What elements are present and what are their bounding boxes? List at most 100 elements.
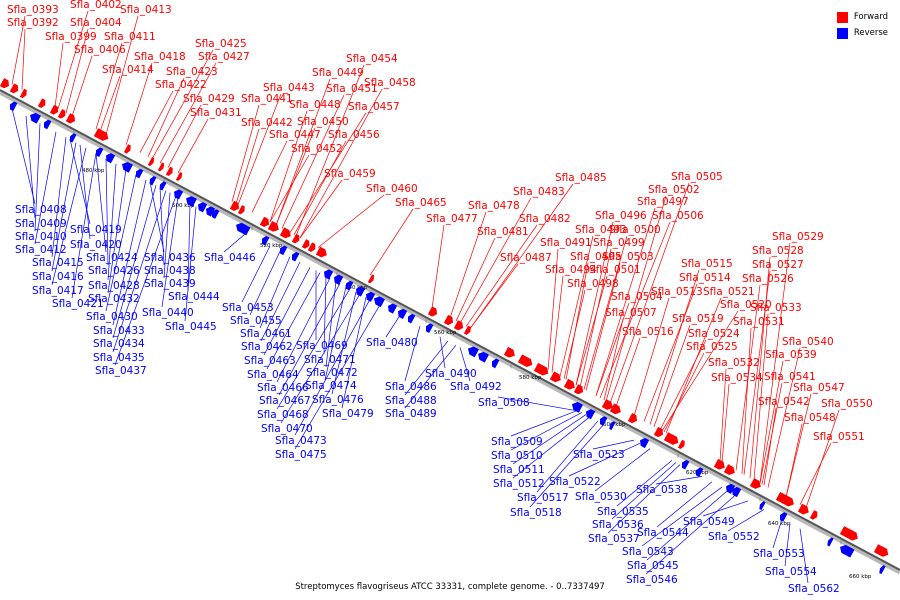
forward-gene-arrow: [533, 362, 549, 376]
forward-gene-arrow: [563, 378, 575, 390]
forward-gene-label: Sfla_0500: [609, 224, 661, 236]
reverse-connector: [512, 414, 587, 465]
reverse-connector: [263, 267, 311, 356]
reverse-gene-label: Sfla_0419: [70, 224, 122, 236]
forward-gene-arrow: [229, 200, 240, 211]
reverse-connector: [641, 486, 723, 547]
reverse-connector: [592, 439, 635, 450]
forward-gene-arrow: [677, 439, 685, 450]
forward-connector: [95, 42, 123, 130]
forward-gene-label: Sfla_0481: [477, 226, 529, 238]
forward-gene-label: Sfla_0529: [772, 231, 824, 243]
reverse-gene-label: Sfla_0536: [592, 519, 644, 531]
forward-gene-arrow: [279, 227, 291, 239]
forward-gene-label: Sfla_0531: [733, 316, 785, 328]
reverse-gene-arrow: [174, 189, 184, 200]
reverse-connector: [645, 494, 737, 575]
forward-connector: [299, 179, 343, 239]
reverse-gene-label: Sfla_0475: [275, 449, 327, 461]
forward-gene-label: Sfla_0442: [241, 117, 293, 129]
reverse-connector: [112, 179, 147, 326]
reverse-connector: [107, 163, 117, 281]
forward-connector: [465, 224, 538, 327]
reverse-gene-label: Sfla_0546: [626, 574, 678, 586]
reverse-gene-arrow: [149, 175, 157, 186]
reverse-gene-arrow: [356, 286, 366, 297]
forward-gene-label: Sfla_0460: [366, 183, 418, 195]
forward-gene-label: Sfla_0485: [555, 172, 607, 184]
reverse-connector: [105, 158, 109, 266]
forward-connector: [719, 368, 727, 463]
reverse-gene-label: Sfla_0554: [765, 566, 817, 578]
reverse-gene-label: Sfla_0468: [257, 409, 309, 421]
reverse-gene-label: Sfla_0421: [52, 298, 104, 310]
forward-gene-label: Sfla_0532: [708, 357, 760, 369]
reverse-connector: [249, 251, 281, 316]
gene-features: [0, 78, 889, 575]
forward-gene-label: Sfla_0449: [312, 67, 364, 79]
forward-gene-label: Sfla_0423: [166, 66, 218, 78]
reverse-gene-arrow: [879, 565, 886, 575]
reverse-gene-arrow: [374, 296, 385, 308]
forward-connector: [167, 104, 202, 168]
reverse-gene-arrow: [398, 308, 408, 320]
reverse-gene-arrow: [96, 147, 104, 157]
reverse-gene-label: Sfla_0434: [93, 338, 145, 350]
forward-gene-arrow: [49, 104, 59, 115]
forward-gene-arrow: [259, 216, 270, 227]
reverse-gene-label: Sfla_0543: [622, 546, 674, 558]
forward-gene-label: Sfla_0483: [513, 186, 565, 198]
forward-gene-arrow: [93, 128, 109, 141]
reverse-gene-label: Sfla_0410: [15, 231, 67, 243]
forward-gene-label: Sfla_0548: [784, 412, 836, 424]
reverse-gene-arrow: [609, 421, 616, 431]
legend-forward-label: Forward: [853, 12, 888, 22]
forward-gene-arrow: [301, 239, 310, 249]
reverse-connector: [114, 195, 177, 366]
forward-gene-arrow: [315, 246, 327, 258]
reverse-connector: [646, 490, 729, 561]
reverse-connector: [105, 174, 137, 312]
forward-gene-label: Sfla_0542: [758, 396, 810, 408]
forward-connector: [275, 78, 331, 226]
reverse-gene-arrow: [586, 409, 596, 420]
reverse-connector: [510, 412, 583, 451]
reverse-connector: [25, 115, 36, 219]
reverse-gene-arrow: [640, 437, 650, 449]
forward-connector: [54, 42, 64, 108]
forward-gene-label: Sfla_0524: [688, 328, 740, 340]
reverse-connector: [656, 481, 713, 528]
forward-connector: [275, 127, 316, 226]
forward-connector: [237, 93, 282, 206]
reverse-connector: [568, 443, 641, 477]
reverse-gene-arrow: [346, 280, 354, 291]
reverse-connector: [727, 509, 765, 532]
forward-connector: [603, 318, 624, 401]
reverse-gene-arrow: [600, 416, 608, 426]
reverse-connector: [34, 123, 41, 232]
forward-gene-label: Sfla_0487: [500, 252, 552, 264]
forward-gene-label: Sfla_0539: [765, 349, 817, 361]
reverse-gene-label: Sfla_0544: [637, 527, 689, 539]
forward-gene-label: Sfla_0431: [190, 107, 242, 119]
reverse-gene-label: Sfla_0430: [86, 311, 138, 323]
reverse-connector: [404, 344, 457, 409]
forward-connector: [551, 275, 564, 373]
forward-gene-label: Sfla_0541: [764, 371, 816, 383]
forward-connector: [659, 339, 707, 431]
forward-connector: [583, 235, 628, 390]
reverse-gene-arrow: [408, 313, 416, 324]
reverse-gene-label: Sfla_0545: [627, 560, 679, 572]
reverse-connector: [702, 500, 749, 517]
forward-connector: [649, 269, 700, 425]
reverse-gene-label: Sfla_0523: [573, 449, 625, 461]
reverse-connector: [439, 336, 446, 369]
forward-gene-label: Sfla_0422: [155, 79, 207, 91]
forward-gene-label: Sfla_0450: [297, 116, 349, 128]
reverse-gene-label: Sfla_0479: [322, 408, 374, 420]
reverse-gene-label: Sfla_0509: [491, 436, 543, 448]
reverse-connector: [294, 299, 371, 436]
forward-gene-label: Sfla_0507: [605, 307, 657, 319]
reverse-gene-arrow: [30, 112, 41, 124]
reverse-connector: [163, 192, 171, 279]
